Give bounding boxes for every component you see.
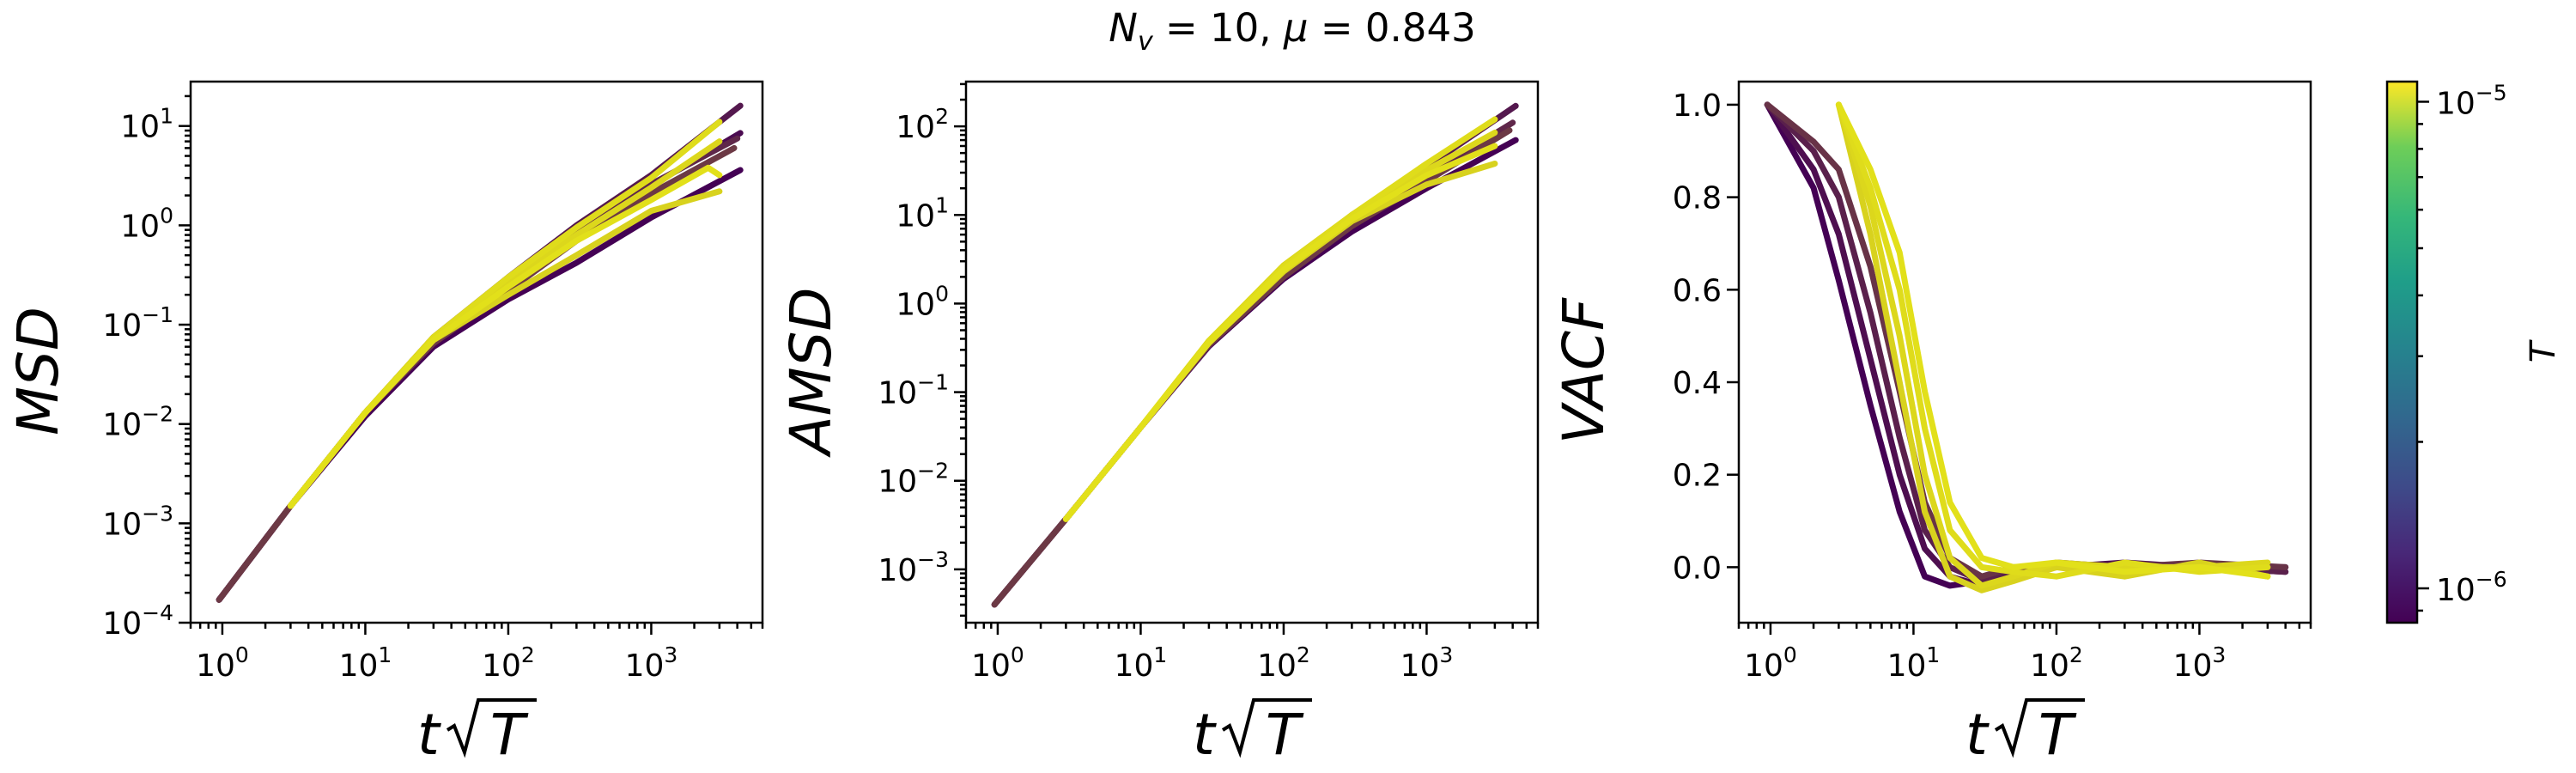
vacf-axes-frame: [1737, 80, 2312, 624]
vacf-ytick-label-0: 0.0: [1673, 551, 1722, 586]
vacf-xlabel-t: t: [1965, 702, 1990, 768]
amsd-ytick-label-4: 101: [896, 192, 949, 234]
msd-ytick-label-5: 101: [120, 104, 173, 145]
amsd-ytick-label-5: 102: [896, 104, 949, 145]
amsd-ytick-label-1: 10−2: [878, 459, 949, 500]
amsd-series-7: [1062, 143, 1498, 522]
colorbar: 10−6 10−5 T: [2385, 80, 2563, 624]
amsd-ytick-label-3: 100: [896, 281, 949, 322]
vacf-sqrt-symbol: [1994, 698, 2085, 758]
figure-title: Nv = 10, μ = 0.843: [1109, 5, 1475, 57]
msd-series-5: [287, 188, 723, 509]
msd-axes-frame: [189, 80, 764, 624]
vacf-ytick-label-5: 1.0: [1673, 88, 1722, 124]
panel-amsd: 100 101 102 103 10−3 10−2 10−1 100 101 102 AMSD t T: [778, 80, 1540, 768]
amsd-xlabel-T: T: [1266, 702, 1304, 768]
msd-curves: [216, 102, 744, 603]
vacf-xtick-label-3: 103: [2173, 642, 2227, 684]
amsd-ytick-label-0: 10−3: [878, 547, 949, 588]
panel-msd: 100 101 102 103 10−4 10−3 10−2 10−1 100 101 MSD t T: [5, 80, 764, 768]
vacf-series-2: [1764, 101, 2289, 584]
msd-series-1: [216, 130, 744, 603]
colorbar-tick-label-1: 10−5: [2436, 80, 2507, 121]
vacf-series-0: [1764, 101, 2289, 589]
colorbar-frame: [2385, 80, 2419, 624]
vacf-series-6: [1835, 101, 2271, 580]
msd-xtick-label-0: 100: [196, 642, 249, 684]
msd-series-8: [287, 164, 723, 509]
amsd-series-3: [991, 127, 1513, 608]
amsd-xtick-label-1: 101: [1115, 642, 1168, 684]
amsd-ylabel: AMSD: [778, 288, 844, 459]
vacf-xtick-label-0: 100: [1744, 642, 1797, 684]
vacf-ylabel: VACF: [1551, 297, 1617, 444]
amsd-xtick-label-2: 102: [1257, 642, 1310, 684]
amsd-xtick-label-3: 103: [1400, 642, 1454, 684]
vacf-ytick-label-2: 0.4: [1673, 366, 1722, 401]
vacf-series-1: [1764, 101, 2289, 589]
msd-ytick-label-3: 10−1: [102, 302, 173, 344]
vacf-ytick-label-4: 0.8: [1673, 181, 1722, 216]
msd-xlabel-T: T: [490, 702, 529, 768]
vacf-xlabel-T: T: [2038, 702, 2077, 768]
colorbar-gradient: [2387, 82, 2417, 623]
colorbar-tick-label-0: 10−6: [2436, 567, 2507, 608]
amsd-xtick-label-0: 100: [971, 642, 1024, 684]
amsd-ytick-label-2: 10−1: [878, 370, 949, 411]
msd-xtick-label-3: 103: [625, 642, 678, 684]
amsd-series-4: [1062, 161, 1498, 522]
amsd-sqrt-symbol: [1221, 698, 1312, 758]
vacf-xtick-label-1: 101: [1887, 642, 1941, 684]
msd-ytick-label-1: 10−3: [102, 501, 173, 542]
vacf-series-3: [1764, 101, 2289, 580]
vacf-ytick-label-1: 0.2: [1673, 459, 1722, 494]
panel-vacf: 100 101 102 103 0.0 0.2 0.4 0.6 0.8 1.0 VACF t T: [1551, 80, 2312, 768]
amsd-series-5: [1062, 129, 1498, 522]
msd-ytick-label-0: 10−4: [102, 600, 173, 642]
amsd-xlabel-t: t: [1193, 702, 1217, 768]
vacf-ytick-label-3: 0.6: [1673, 273, 1722, 308]
msd-series-0: [216, 167, 744, 603]
msd-ylabel: MSD: [5, 307, 71, 435]
vacf-curves: [1764, 101, 2289, 593]
msd-xlabel-t: t: [417, 702, 441, 768]
colorbar-label: T: [2524, 338, 2563, 362]
amsd-series-0: [991, 137, 1519, 608]
msd-xtick-label-2: 102: [482, 642, 535, 684]
msd-ytick-label-4: 100: [120, 203, 173, 244]
amsd-series-2: [991, 119, 1516, 608]
msd-ytick-label-2: 10−2: [102, 402, 173, 443]
amsd-curves: [991, 102, 1519, 608]
vacf-series-7: [1835, 101, 2271, 580]
vacf-xtick-label-2: 102: [2030, 642, 2083, 684]
msd-xtick-label-1: 101: [339, 642, 392, 684]
msd-sqrt-symbol: [446, 698, 537, 758]
